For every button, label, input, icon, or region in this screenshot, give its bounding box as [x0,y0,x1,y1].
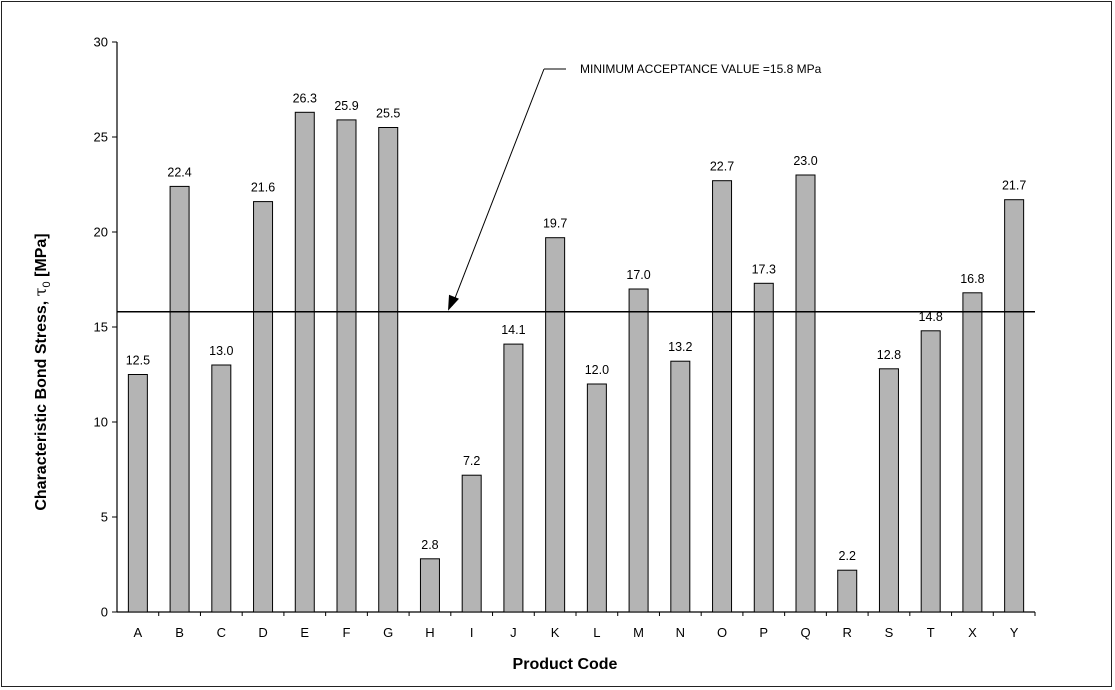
data-label: 26.3 [293,91,317,105]
bar [378,127,399,613]
bar [169,185,190,613]
x-tick-label: O [717,625,727,640]
bar [586,383,607,613]
x-tick-label: D [258,625,267,640]
data-label: 16.8 [960,272,984,286]
x-tick-label: S [885,625,894,640]
data-label: 2.8 [421,538,438,552]
data-label: 22.7 [710,160,734,174]
bar [127,374,148,613]
x-tick-label: B [175,625,184,640]
bar [878,368,899,613]
data-label: 21.7 [1002,179,1026,193]
data-label: 25.9 [334,99,358,113]
bar [211,364,232,613]
x-tick-label: E [300,625,309,640]
bar [628,288,649,613]
x-tick-label: Q [800,625,810,640]
bar [795,174,816,613]
bar [253,201,274,613]
bar [545,237,566,613]
data-label: 12.0 [585,363,609,377]
data-label: 23.0 [793,154,817,168]
x-tick-label: N [676,625,685,640]
data-label: 21.6 [251,181,275,195]
y-tick-label: 25 [94,130,108,145]
x-tick-label: M [633,625,644,640]
bar [294,111,315,613]
x-tick-label: P [759,625,768,640]
x-tick-label: F [343,625,351,640]
bar [670,360,691,613]
x-tick-label: H [425,625,434,640]
data-label: 13.2 [668,340,692,354]
data-label: 17.0 [626,268,650,282]
annotation-arrowhead [448,294,459,311]
bar [461,474,482,613]
x-tick-label: R [843,625,852,640]
x-tick-label: A [134,625,143,640]
x-axis-title: Product Code [513,656,618,673]
y-tick-label: 10 [94,415,108,430]
bar [962,292,983,613]
bar [419,558,440,613]
data-label: 14.8 [919,310,943,324]
data-label: 12.5 [126,354,150,368]
data-label: 14.1 [501,323,525,337]
x-tick-label: G [383,625,393,640]
y-tick-label: 5 [101,510,108,525]
reference-line-annotation: MINIMUM ACCEPTANCE VALUE =15.8 MPa [580,62,822,76]
y-tick-label: 30 [94,35,108,50]
x-tick-label: J [510,625,517,640]
y-axis-title: Characteristic Bond Stress, τ0 [MPa] [31,233,53,510]
bar [837,569,858,613]
data-label: 13.0 [209,344,233,358]
bar [712,180,733,613]
x-tick-label: X [968,625,977,640]
bar [1004,199,1025,613]
x-tick-label: C [217,625,226,640]
plot-area: 0 5 10 15 20 25 30 12.5 A 22.4 B 13.0 C 21.6 D 26.3 E 25.… [94,35,1036,640]
x-tick-label: T [927,625,935,640]
data-label: 19.7 [543,217,567,231]
bar [503,343,524,613]
data-label: 12.8 [877,348,901,362]
data-label: 2.2 [839,549,856,563]
x-tick-label: I [470,625,474,640]
y-tick-label: 20 [94,225,108,240]
x-tick-label: L [593,625,600,640]
bar [753,282,774,613]
y-tick-label: 15 [94,320,108,335]
data-label: 17.3 [752,262,776,276]
data-label: 25.5 [376,107,400,121]
annotation-arrow-shaft [451,68,545,306]
x-tick-label: K [551,625,560,640]
y-tick-label: 0 [101,605,108,620]
bar [920,330,941,613]
bar [336,119,357,613]
x-tick-label: Y [1010,625,1019,640]
data-label: 22.4 [167,165,191,179]
data-label: 7.2 [463,454,480,468]
